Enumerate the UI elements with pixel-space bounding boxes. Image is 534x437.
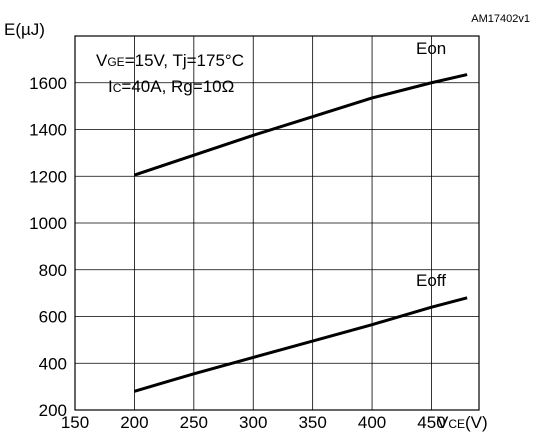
x-axis-label: VCE(V) — [437, 413, 488, 432]
y-tick-label: 400 — [39, 354, 67, 373]
series-line-eon — [133, 73, 468, 177]
condition-line-2: IC=40A, Rg=10Ω — [108, 77, 234, 96]
x-tick-label: 400 — [358, 413, 386, 432]
tick-labels: 150 200 250 300 350 400 4502004006008001000120… — [29, 74, 445, 432]
plot-frame — [74, 35, 480, 411]
series-label-eoff: Eoff — [416, 271, 446, 290]
series-group — [133, 73, 468, 393]
x-tick-label: 150 — [61, 413, 89, 432]
y-tick-label: 1600 — [29, 74, 67, 93]
x-tick-label: 250 — [180, 413, 208, 432]
y-tick-label: 600 — [39, 308, 67, 327]
y-tick-label: 800 — [39, 261, 67, 280]
y-tick-label: 200 — [39, 401, 67, 420]
y-tick-label: 1400 — [29, 121, 67, 140]
y-tick-label: 1200 — [29, 167, 67, 186]
figure-id: AM17402v1 — [471, 13, 530, 25]
x-tick-label: 200 — [120, 413, 148, 432]
y-axis-label: E(µJ) — [4, 20, 45, 39]
grid — [75, 36, 479, 410]
x-tick-label: 350 — [298, 413, 326, 432]
condition-line-1: VGE=15V, Tj=175°C — [96, 51, 244, 70]
y-tick-label: 1000 — [29, 214, 67, 233]
series-line-eoff — [133, 296, 468, 393]
x-tick-label: 300 — [239, 413, 267, 432]
x-tick-label: 450 — [417, 413, 445, 432]
series-label-eon: Eon — [416, 39, 446, 58]
